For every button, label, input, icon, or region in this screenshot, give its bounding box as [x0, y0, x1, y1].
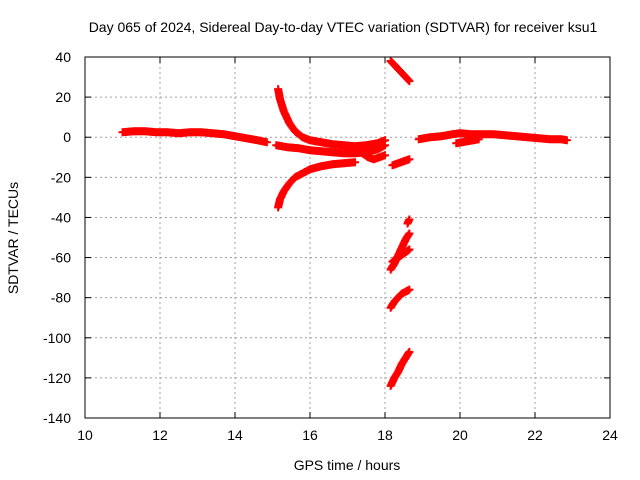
x-tick-label: 12: [152, 427, 168, 443]
plot-frame: [84, 56, 611, 419]
x-tick-label: 18: [377, 427, 393, 443]
data-point-s9: [405, 245, 414, 254]
chart-title: Day 065 of 2024, Sidereal Day-to-day VTE…: [89, 19, 598, 35]
y-tick-label: -100: [43, 330, 71, 346]
y-tick-label: -40: [51, 209, 71, 225]
data-point-s0: [262, 138, 271, 147]
data-point-s4: [381, 151, 389, 160]
data-point-s10: [405, 285, 414, 294]
data-points: [118, 57, 571, 390]
data-point-s6: [405, 155, 414, 164]
data-point-s7: [405, 215, 414, 224]
y-tick-label: -80: [51, 290, 71, 306]
data-point-s8: [405, 229, 414, 238]
data-point-s11: [405, 347, 414, 356]
y-tick-label: 0: [63, 129, 71, 145]
y-tick-label: 20: [55, 89, 71, 105]
data-point-s12: [562, 136, 571, 145]
x-tick-label: 20: [452, 427, 468, 443]
x-tick-label: 14: [227, 427, 243, 443]
data-point-s13: [474, 135, 483, 144]
y-tick-label: 40: [55, 49, 71, 65]
y-tick-label: -60: [51, 250, 71, 266]
grid: [85, 57, 610, 418]
axis-ticks: 10 12 14 16 18 20 22 24 40 20 0 -20 -40 -60 -80 -100 -12…: [43, 49, 618, 443]
data-point-s2: [381, 141, 389, 150]
x-tick-label: 16: [302, 427, 318, 443]
y-tick-label: -140: [43, 410, 71, 426]
x-tick-label: 10: [77, 427, 93, 443]
y-tick-label: -20: [51, 169, 71, 185]
x-tick-label: 24: [602, 427, 618, 443]
y-axis-label: SDTVAR / TECUs: [5, 182, 21, 294]
data-point-s5: [405, 77, 414, 86]
data-point-s3: [351, 158, 359, 167]
x-axis-label: GPS time / hours: [294, 457, 401, 473]
y-tick-label: -120: [43, 370, 71, 386]
x-tick-label: 22: [527, 427, 543, 443]
